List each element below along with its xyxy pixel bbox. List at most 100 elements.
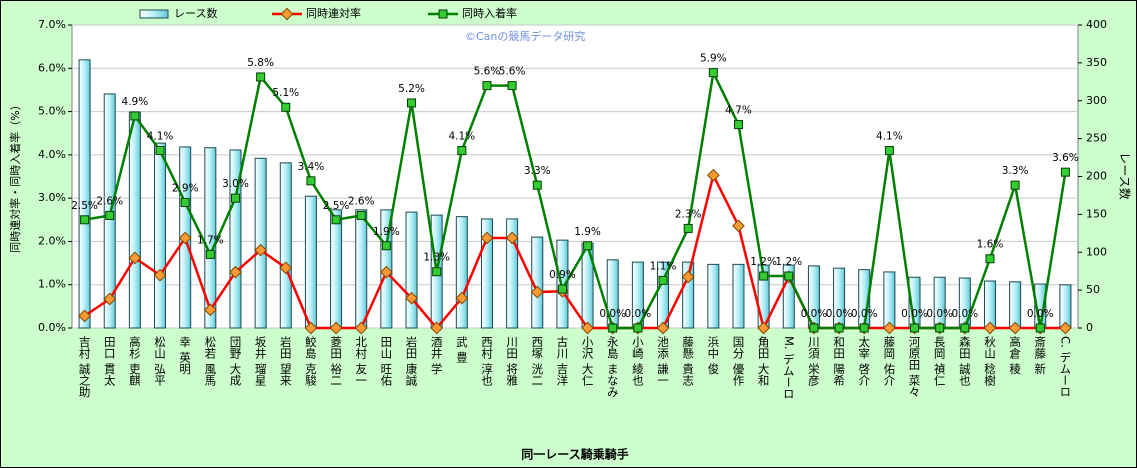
marker [256, 72, 266, 82]
bar [782, 264, 795, 329]
x-tick-label: 西村 淳也 [480, 336, 494, 386]
data-label: 1.6% [977, 239, 1004, 251]
y-tick-label: 1.0% [38, 278, 66, 291]
x-tick-label: 岩田 望来 [279, 335, 293, 386]
marker [331, 215, 341, 225]
x-tick-label: 西塚 洸二 [530, 336, 544, 386]
marker [254, 243, 267, 257]
legend-marker [280, 7, 294, 21]
x-tick-label: 岩田 康誠 [405, 335, 419, 386]
x-tick-label: 浜中 俊 [706, 336, 720, 374]
y2-tick-label: 50 [1086, 283, 1100, 296]
marker [1008, 321, 1022, 335]
data-label: 1.9% [373, 226, 400, 238]
bar [682, 261, 695, 329]
marker [78, 309, 91, 323]
x-tick-label: 酒井 学 [430, 336, 444, 374]
plot-area [71, 24, 1079, 329]
marker [281, 102, 291, 112]
x-tick-label: 河原田 菜々 [908, 336, 922, 397]
bar [405, 211, 418, 329]
marker [859, 323, 869, 333]
bar [78, 59, 91, 329]
x-tick-label: 武 豊 [455, 336, 469, 363]
marker [985, 254, 995, 264]
data-label: 2.3% [675, 208, 702, 220]
x-tick-label: 坂井 瑠星 [254, 336, 268, 386]
marker [532, 180, 542, 190]
y-tick-label: 7.0% [38, 18, 66, 31]
x-tick-label: 高倉 稜 [1008, 335, 1022, 375]
x-tick-label: M. デムーロ [782, 336, 796, 399]
y2-tick-label: 350 [1086, 56, 1107, 69]
marker [130, 111, 140, 121]
data-label: 3.3% [1002, 165, 1029, 177]
legend-label: 同時入着率 [462, 6, 517, 20]
data-label: 4.7% [725, 105, 752, 117]
bar [355, 209, 368, 329]
data-label: 5.8% [247, 57, 274, 69]
bar [304, 195, 317, 329]
data-label: 5.6% [499, 66, 526, 78]
bar [330, 209, 343, 329]
marker [1059, 321, 1072, 335]
bar [279, 162, 292, 329]
data-label: 0.0% [826, 308, 853, 320]
data-label: 2.5% [71, 200, 98, 212]
data-label: 4.1% [876, 131, 903, 143]
marker [883, 321, 896, 335]
bar [154, 142, 167, 329]
marker [935, 323, 945, 333]
legend-marker [438, 9, 448, 19]
y2-tick-label: 300 [1086, 94, 1107, 107]
marker [708, 68, 718, 78]
x-tick-label: 川田 将雅 [505, 336, 519, 386]
marker [658, 275, 668, 285]
legend-label: レース数 [174, 7, 217, 20]
marker [1060, 167, 1070, 177]
x-tick-label: 団野 大成 [228, 336, 242, 386]
x-tick-label: 森田 誠也 [958, 335, 972, 386]
x-axis-title: 同一レース騎乗騎手 [521, 447, 628, 462]
x-tick-label: 角田 大和 [757, 336, 771, 386]
data-label: 3.0% [222, 178, 249, 190]
bar [732, 263, 745, 329]
x-tick-label: 松山 弘平 [153, 335, 167, 386]
marker [608, 323, 618, 333]
data-label: 0.0% [625, 308, 652, 320]
marker [706, 168, 720, 182]
marker [153, 268, 167, 282]
marker [381, 241, 391, 251]
line [84, 68, 1067, 330]
data-label: 2.5% [323, 200, 350, 212]
marker [356, 210, 366, 220]
x-tick-label: 川須 栄彦 [807, 336, 821, 386]
legend-swatch [139, 9, 169, 19]
marker [229, 265, 242, 279]
marker [530, 285, 544, 299]
marker [983, 321, 997, 335]
data-label: 1.9% [574, 226, 601, 238]
marker [230, 193, 240, 203]
x-tick-label: 国分 優作 [731, 336, 745, 386]
x-tick-label: 太宰 啓介 [857, 336, 871, 386]
marker [430, 321, 444, 335]
marker [910, 323, 920, 333]
data-label: 2.6% [348, 195, 375, 207]
watermark: ©Canの競馬データ研究 [465, 29, 585, 43]
y-tick-label: 0.0% [38, 321, 66, 334]
marker [505, 231, 519, 245]
marker [380, 265, 393, 279]
x-tick-label: 小沢 大仁 [581, 336, 595, 386]
marker [304, 321, 318, 335]
data-label: 5.9% [700, 53, 727, 65]
marker [155, 146, 165, 156]
x-tick-label: 和田 陽希 [832, 336, 846, 386]
bar [506, 218, 519, 329]
y-tick-label: 5.0% [38, 105, 66, 118]
marker [279, 261, 293, 275]
data-label: 0.0% [851, 308, 878, 320]
x-tick-label: 吉村 誠之助 [78, 336, 92, 398]
data-label: 1.2% [750, 256, 777, 268]
x-tick-label: 秋山 稔樹 [983, 335, 997, 386]
